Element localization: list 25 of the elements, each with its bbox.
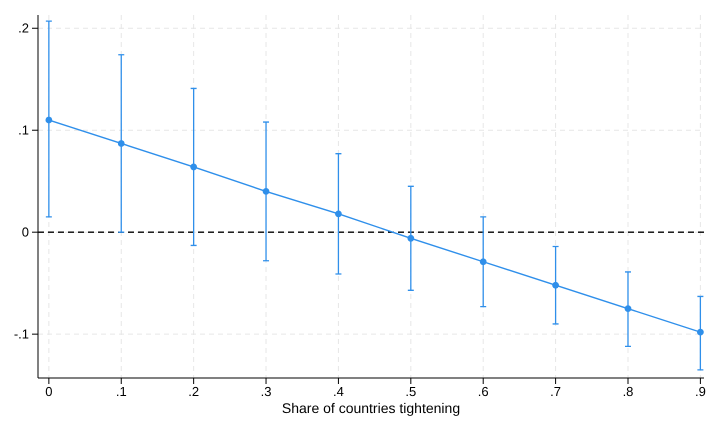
y-tick-label: 0 [22,224,29,240]
x-tick-label: .3 [260,384,272,400]
x-tick-label: .5 [405,384,416,400]
point [407,234,414,242]
x-tick-label: .7 [550,384,562,400]
x-tick-label: 0 [45,384,52,400]
y-tick-label: -.1 [14,326,29,342]
point [335,210,342,218]
point [45,116,52,124]
x-tick-label: .9 [694,384,706,400]
y-tick-label: .2 [18,20,29,36]
y-tick-label: .1 [18,122,29,138]
point [696,328,704,336]
x-tick-label: .4 [333,384,344,400]
point [552,282,559,289]
x-axis-title: Share of countries tightening [282,400,460,416]
x-tick-label: .1 [116,384,127,400]
point [480,258,487,266]
point [118,140,125,147]
point [262,188,270,195]
point [190,164,198,170]
x-tick-label: .8 [622,384,634,400]
x-tick-label: .2 [188,384,200,400]
x-tick-label: .6 [478,384,489,400]
point [624,305,632,312]
